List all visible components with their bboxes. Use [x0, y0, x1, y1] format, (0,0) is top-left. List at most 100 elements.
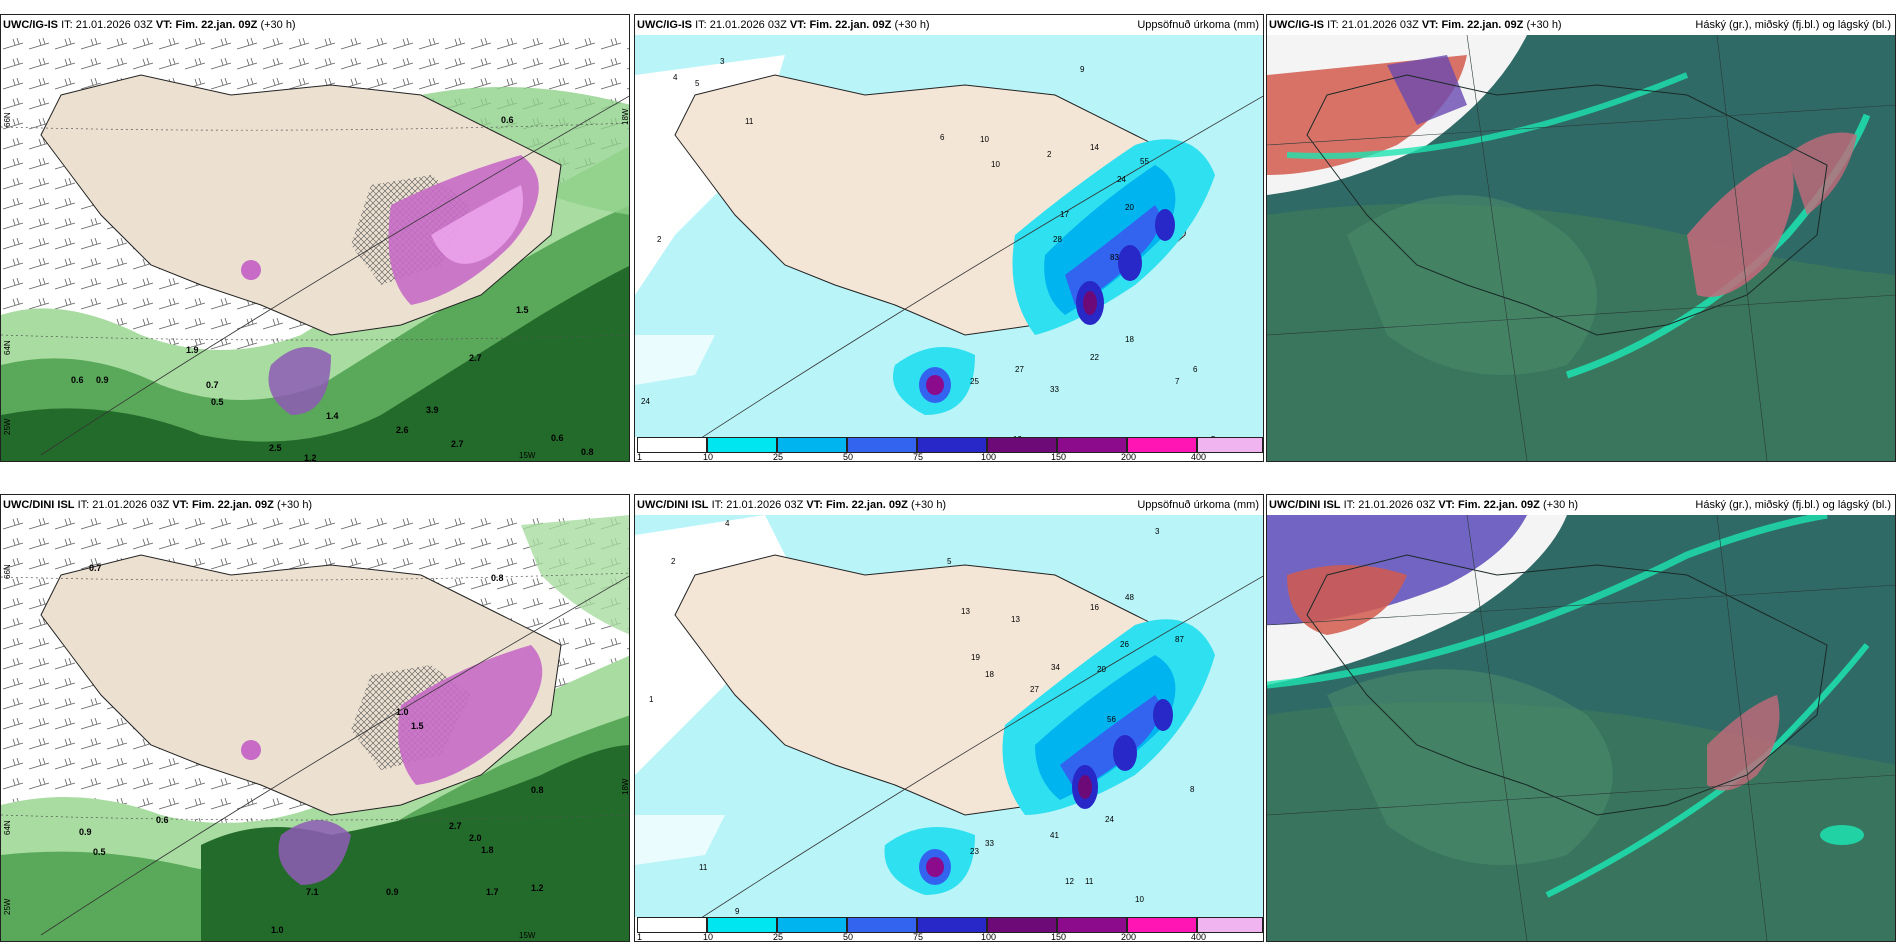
- field-title: Uppsöfnuð úrkoma (mm): [1137, 19, 1259, 31]
- contour-value: 2.0: [469, 833, 482, 843]
- map-precipitation[interactable]: [635, 35, 1263, 461]
- contour-values: 0.6 1.5 1.9 0.6 0.9 0.7 0.5 2.7 2.5 1.2 …: [1, 35, 629, 462]
- colorbar-swatch: [777, 437, 847, 453]
- precip-value: 13: [961, 607, 970, 616]
- colorbar-label: 25: [773, 932, 784, 942]
- contour-value: 1.5: [411, 721, 424, 731]
- vt-label: VT:: [172, 499, 189, 511]
- lead-time: (+30 h): [894, 19, 930, 31]
- vt-label: VT:: [1438, 499, 1455, 511]
- it-time: 21.01.2026 03Z: [709, 19, 787, 31]
- contour-value: 1.4: [326, 411, 339, 421]
- map-pressure-wind[interactable]: [1, 35, 629, 461]
- model-name: UWC/IG-IS: [637, 19, 692, 31]
- contour-value: 0.8: [581, 447, 594, 457]
- it-label: IT:: [61, 19, 73, 31]
- colorbar-swatch: [847, 917, 917, 933]
- panel-top-middle: UWC/IG-IS IT: 21.01.2026 03Z VT: Fim. 22…: [634, 14, 1264, 462]
- precip-value: 10: [980, 135, 989, 144]
- panel-top-right: UWC/IG-IS IT: 21.01.2026 03Z VT: Fim. 22…: [1266, 14, 1896, 462]
- lead-time: (+30 h): [1526, 19, 1562, 31]
- contour-value: 1.7: [486, 887, 499, 897]
- precip-value: 4: [725, 519, 730, 528]
- precip-value: 10: [991, 160, 1000, 169]
- colorbar-label: 10: [703, 932, 714, 942]
- precip-values: 3 4 5 11 9 6 10 2 14 24 55 83 25 27 33 2…: [635, 35, 1263, 461]
- precip-value: 2: [657, 235, 662, 244]
- contour-value: 1.8: [481, 845, 494, 855]
- precip-value: 33: [1050, 385, 1059, 394]
- vt-time: Fim. 22.jan. 09Z: [825, 499, 908, 511]
- contour-value: 1.2: [304, 453, 317, 462]
- precip-value: 11: [699, 863, 708, 872]
- precip-value: 24: [1105, 815, 1114, 824]
- precip-value: 6: [940, 133, 945, 142]
- colorbar-swatch: [637, 917, 707, 933]
- contour-value: 0.7: [206, 380, 219, 390]
- precip-value: 19: [971, 653, 980, 662]
- precip-value: 83: [1110, 253, 1119, 262]
- precip-value: 2: [671, 557, 676, 566]
- colorbar-swatch: [1197, 437, 1263, 453]
- contour-value: 2.7: [449, 821, 462, 831]
- precip-value: 3: [720, 57, 725, 66]
- precip-value: 23: [970, 847, 979, 856]
- panel-header: UWC/DINI ISL IT: 21.01.2026 03Z VT: Fim.…: [635, 495, 1263, 515]
- field-title: Háský (gr.), miðský (fj.bl.) og lágský (…: [1695, 19, 1891, 31]
- contour-value: 1.0: [271, 925, 284, 935]
- model-name: UWC/IG-IS: [1269, 19, 1324, 31]
- vt-time: Fim. 22.jan. 09Z: [1441, 19, 1524, 31]
- map-pressure-wind[interactable]: [1, 515, 629, 941]
- map-cloud-cover[interactable]: [1267, 35, 1895, 461]
- colorbar-swatch: [987, 437, 1057, 453]
- precip-value: 20: [1125, 203, 1134, 212]
- vt-time: Fim. 22.jan. 09Z: [1457, 499, 1540, 511]
- precip-value: 3: [1155, 527, 1160, 536]
- contour-value: 1.5: [516, 305, 529, 315]
- precip-value: 6: [1193, 365, 1198, 374]
- colorbar-swatch: [1127, 917, 1197, 933]
- lon-label-15w: 15W: [519, 451, 536, 460]
- contour-value: 2.7: [469, 353, 482, 363]
- precip-value: 24: [641, 397, 650, 406]
- lon-label-15w: 15W: [519, 931, 536, 940]
- it-label: IT:: [711, 499, 724, 511]
- contour-value: 3.9: [426, 405, 439, 415]
- vt-time: Fim. 22.jan. 09Z: [809, 19, 892, 31]
- vt-time: Fim. 22.jan. 09Z: [191, 499, 274, 511]
- precip-value: 17: [1060, 210, 1069, 219]
- precip-value: 56: [1107, 715, 1116, 724]
- colorbar-label: 50: [843, 932, 854, 942]
- contour-value: 0.6: [501, 115, 514, 125]
- panel-top-left: UWC/IG-IS IT: 21.01.2026 03Z VT: Fim. 22…: [0, 14, 630, 462]
- lead-time: (+30 h): [910, 499, 947, 511]
- colorbar-swatch: [917, 437, 987, 453]
- it-time: 21.01.2026 03Z: [75, 19, 153, 31]
- field-title: Uppsöfnuð úrkoma (mm): [1137, 499, 1259, 511]
- precip-value: 28: [1053, 235, 1062, 244]
- precip-value: 55: [1140, 157, 1149, 166]
- colorbar-label: 75: [913, 932, 924, 942]
- precip-value: 41: [1050, 831, 1059, 840]
- contour-value: 0.9: [79, 827, 92, 837]
- panel-header: UWC/IG-IS IT: 21.01.2026 03Z VT: Fim. 22…: [1267, 15, 1895, 35]
- contour-value: 0.9: [96, 375, 109, 385]
- colorbar-label: 1: [637, 452, 643, 462]
- contour-value: 1.9: [186, 345, 199, 355]
- contour-value: 2.6: [396, 425, 409, 435]
- panel-header: UWC/DINI ISL IT: 21.01.2026 03Z VT: Fim.…: [1, 495, 629, 515]
- colorbar-label: 150: [1051, 932, 1067, 942]
- colorbar-label: 400: [1191, 932, 1207, 942]
- colorbar-label: 200: [1121, 932, 1137, 942]
- precip-value: 27: [1030, 685, 1039, 694]
- vt-label: VT:: [789, 19, 807, 31]
- colorbar-swatch: [847, 437, 917, 453]
- map-cloud-cover[interactable]: [1267, 515, 1895, 941]
- contour-values: 0.7 0.8 1.0 1.5 0.6 0.9 0.5 0.8 2.0 1.8 …: [1, 515, 629, 941]
- contour-value: 0.7: [89, 563, 102, 573]
- colorbar-label: 50: [843, 452, 854, 462]
- precip-value: 27: [1015, 365, 1024, 374]
- map-precipitation[interactable]: [635, 515, 1263, 941]
- lead-time: (+30 h): [260, 19, 296, 31]
- contour-value: 0.9: [386, 887, 399, 897]
